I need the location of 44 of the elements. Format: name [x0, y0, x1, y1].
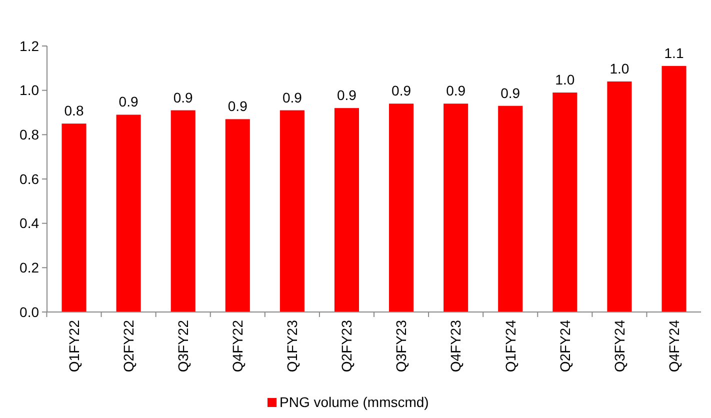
bar	[62, 124, 86, 312]
x-tick-label: Q1FY22	[66, 320, 82, 372]
bar	[225, 119, 250, 312]
x-tick-label: Q3FY24	[611, 320, 628, 372]
x-tick-label: Q4FY22	[230, 320, 246, 372]
text: 0.2	[20, 260, 39, 276]
data-label: 0.9	[446, 82, 466, 99]
text: 0.4	[20, 215, 39, 232]
x-tick-label: Q2FY22	[120, 320, 136, 372]
x-tick-label: Q4FY24	[666, 320, 682, 372]
data-label: 0.9	[118, 94, 138, 110]
x-tick-label: Q3FY23	[393, 320, 410, 372]
data-label: 0.9	[500, 84, 520, 101]
data-label: 1.0	[610, 60, 630, 76]
data-label: 0.9	[173, 89, 194, 106]
data-label: 1.0	[555, 72, 575, 88]
text: 0.0	[20, 304, 39, 320]
bar	[552, 92, 578, 312]
bar	[116, 114, 141, 312]
x-tick-label: Q2FY23	[338, 320, 355, 372]
bar	[607, 81, 632, 312]
data-label: 1.1	[664, 44, 684, 61]
text: 0.6	[20, 170, 39, 187]
x-tick-label: Q3FY22	[174, 320, 191, 372]
bar	[170, 110, 196, 312]
data-label: 0.9	[392, 82, 412, 99]
text: 1.2	[20, 38, 39, 54]
bar	[334, 108, 359, 312]
x-tick-label: Q1FY24	[502, 320, 518, 372]
x-tick-label: Q1FY23	[284, 320, 300, 372]
bar	[280, 110, 304, 312]
legend-label: PNG volume (mmscmd)	[280, 394, 429, 410]
data-label: 0.9	[228, 98, 248, 114]
data-label: 0.8	[64, 102, 84, 119]
x-tick-label: Q4FY23	[448, 320, 464, 372]
text: 1.0	[20, 82, 39, 98]
bar	[498, 106, 523, 312]
bar	[662, 66, 686, 312]
data-label: 0.9	[336, 87, 357, 104]
data-label: 0.9	[282, 89, 302, 106]
x-tick-label: Q2FY24	[556, 320, 573, 372]
bar	[444, 104, 468, 312]
text: 0.8	[20, 126, 39, 143]
bar	[389, 104, 414, 312]
